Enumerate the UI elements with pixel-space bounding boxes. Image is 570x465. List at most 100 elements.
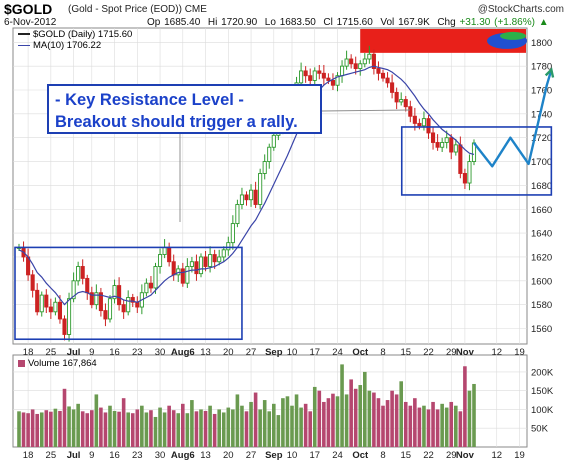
volume-bar <box>99 407 103 447</box>
volume-bar <box>285 396 290 447</box>
volume-bar <box>35 413 39 447</box>
volume-bar <box>231 409 235 447</box>
candle-body <box>312 70 317 81</box>
volume-bar <box>381 405 385 447</box>
volume-bar <box>422 405 426 447</box>
volume-bar <box>294 394 299 447</box>
candle-body <box>203 256 208 267</box>
price-tick-label: 1580 <box>531 300 552 311</box>
projection-path <box>473 69 553 168</box>
candle-body <box>417 122 422 127</box>
x-tick-label-volume: 10 <box>287 450 298 461</box>
candle-body <box>449 137 454 153</box>
volume-bar <box>417 407 422 447</box>
candle-body <box>62 318 67 335</box>
volume-bar <box>281 398 285 447</box>
candle-body <box>171 261 176 276</box>
volume-bar <box>463 366 467 447</box>
volume-bar <box>108 405 112 447</box>
volume-bar <box>372 392 376 447</box>
chg-label: Chg <box>437 17 456 28</box>
candle-body <box>371 53 376 69</box>
volume-bar <box>349 379 353 447</box>
candle-body <box>248 189 254 201</box>
chg-up-icon: ▲ <box>538 17 549 28</box>
candle-body <box>308 75 313 81</box>
price-tick-label: 1780 <box>531 62 552 73</box>
candle-body <box>376 68 381 74</box>
volume-bar <box>322 401 326 447</box>
volume-bar <box>303 403 308 447</box>
volume-bar <box>408 405 413 447</box>
x-tick-label: 20 <box>223 347 234 358</box>
high-label: Hi <box>207 17 218 28</box>
x-tick-label: 19 <box>514 347 525 358</box>
candle-body <box>421 118 427 127</box>
volume-bar <box>272 403 276 447</box>
candle-body <box>403 99 408 108</box>
volume-bar <box>121 398 126 447</box>
volume-bar <box>449 401 454 447</box>
volume-bar <box>267 411 272 447</box>
candle-body <box>44 294 49 308</box>
volume-bar <box>44 410 49 447</box>
x-tick-label-volume: 23 <box>132 450 143 461</box>
x-tick-label: 23 <box>132 347 143 358</box>
low-label: Lo <box>264 17 276 28</box>
legend-volume-label: Volume 167,864 <box>28 358 97 369</box>
x-tick-label: 18 <box>23 347 34 358</box>
target-zone-oval-green <box>500 31 526 40</box>
candle-body <box>390 82 395 93</box>
candle-body <box>440 142 445 148</box>
candle-body <box>117 285 122 306</box>
volume-bar <box>467 390 472 447</box>
candle-body <box>244 194 249 201</box>
volume-bar <box>208 405 212 447</box>
volume-bar <box>221 412 226 447</box>
candle-body <box>362 58 367 65</box>
candle-body <box>258 173 263 205</box>
price-tick-label: 1800 <box>531 38 552 49</box>
volume-bar <box>112 410 117 447</box>
x-tick-label-volume: 12 <box>491 450 502 461</box>
x-tick-label: 12 <box>491 347 502 358</box>
candle-body <box>35 289 40 313</box>
candle-body <box>380 72 386 79</box>
candle-body <box>130 297 135 303</box>
candle-body <box>394 91 399 103</box>
volume-bar <box>76 403 80 447</box>
candle-body <box>262 161 267 174</box>
open-value: 1685.40 <box>164 17 201 28</box>
volume-bar <box>21 412 26 447</box>
candle-body <box>48 306 53 313</box>
candle-body <box>412 115 417 124</box>
projection-arrowhead <box>544 67 555 78</box>
candle-body <box>253 189 258 205</box>
candle-body <box>208 254 213 267</box>
legend-volume: Volume 167,864 <box>18 358 97 369</box>
volume-bar <box>39 412 44 447</box>
candle-body <box>194 261 199 275</box>
volume-bar <box>308 411 312 447</box>
volume-bar <box>80 411 85 447</box>
x-tick-label-volume: 18 <box>23 450 34 461</box>
x-tick-label: 22 <box>423 347 434 358</box>
volume-bar <box>217 409 221 447</box>
x-tick-label: 30 <box>155 347 166 358</box>
volume-bar <box>135 409 140 447</box>
watermark: @StockCharts.com <box>477 4 564 15</box>
x-tick-label-volume: Sep <box>265 450 283 461</box>
candle-body <box>344 58 349 67</box>
candle-body <box>408 106 413 117</box>
x-tick-label: Oct <box>352 347 369 358</box>
volume-bar <box>53 408 58 447</box>
volume-bar <box>394 394 399 447</box>
candle-body <box>385 77 390 84</box>
x-tick-label: 15 <box>400 347 411 358</box>
volume-bar <box>235 394 240 447</box>
x-tick-label: 29 <box>446 347 457 358</box>
price-tick-label: 1740 <box>531 109 552 120</box>
volume-bar <box>167 405 171 447</box>
candle-body <box>444 137 449 143</box>
